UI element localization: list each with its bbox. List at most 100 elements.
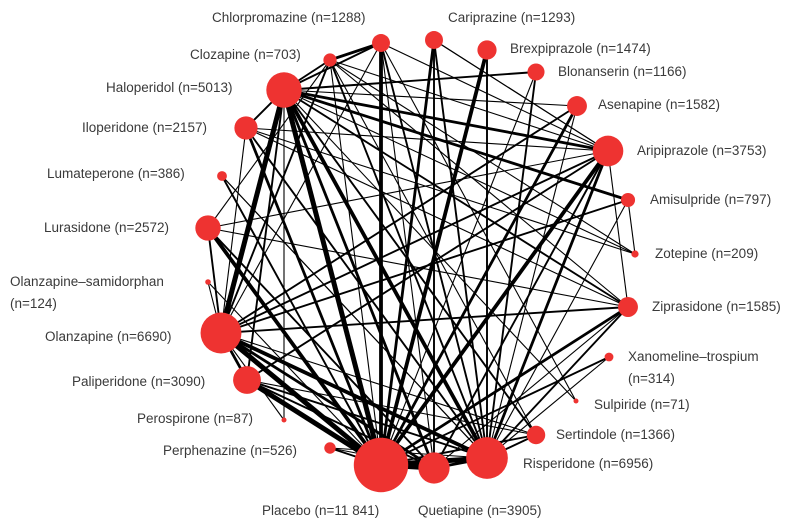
edge-olanzapine-risperidone — [220, 331, 488, 460]
edge-paliperidone-sertindole — [246, 379, 537, 436]
node-label-text: Quetiapine (n=3905) — [418, 503, 542, 518]
edge-lurasidone-clozapine — [207, 59, 331, 229]
node-label-text: Blonanserin (n=1166) — [558, 64, 687, 79]
node-label-risperidone: Risperidone (n=6956) — [523, 455, 653, 473]
node-amisulpride — [620, 192, 636, 208]
node-label-lumateperone: Lumateperone (n=386) — [47, 165, 185, 183]
edge-haloperidol-zotepine — [283, 89, 636, 255]
node-label-text: Risperidone (n=6956) — [523, 456, 654, 471]
node-label-count: (n=124) — [10, 296, 57, 311]
node-zotepine — [631, 250, 639, 258]
node-label-asenapine: Asenapine (n=1582) — [598, 96, 720, 114]
node-label-count: (n=314) — [628, 371, 675, 386]
node-label-paliperidone: Paliperidone (n=3090) — [72, 373, 205, 391]
edge-quetiapine-lurasidone — [207, 227, 435, 469]
node-label-text: Sertindole (n=1366) — [556, 427, 675, 442]
edge-risperidone-clozapine — [329, 59, 488, 459]
node-label-text: Haloperidol (n=5013) — [106, 80, 233, 95]
edge-placebo-clozapine — [329, 59, 382, 466]
edge-clozapine-ziprasidone — [329, 59, 629, 308]
edge-aripiprazole-clozapine — [329, 59, 609, 152]
node-label-sertindole: Sertindole (n=1366) — [556, 426, 675, 444]
edge-placebo-asenapine — [379, 105, 579, 466]
node-label-chlorpromazine: Chlorpromazine (n=1288) — [212, 9, 365, 27]
node-label-aripiprazole: Aripiprazole (n=3753) — [637, 142, 766, 160]
node-label-placebo: Placebo (n=11 841) — [262, 502, 379, 520]
edge-risperidone-blonanserin — [486, 71, 537, 459]
node-paliperidone — [233, 366, 261, 394]
node-aripiprazole — [592, 135, 624, 167]
edge-haloperidol-blonanserin — [283, 71, 537, 91]
node-haloperidol — [266, 72, 302, 108]
edge-aripiprazole-iloperidone — [245, 127, 609, 152]
node-label-text: Perphenazine (n=526) — [163, 443, 297, 458]
node-risperidone — [466, 437, 508, 479]
node-label-text: Zotepine (n=209) — [655, 246, 759, 261]
edge-quetiapine-aripiprazole — [433, 150, 609, 469]
node-xanomeline — [604, 352, 614, 362]
edge-aripiprazole-ziprasidone — [607, 150, 629, 308]
edge-placebo-olz_sam — [207, 281, 382, 466]
edge-haloperidol-quetiapine — [282, 89, 436, 469]
edge-haloperidol-aripiprazole — [283, 88, 609, 153]
node-label-text: Xanomeline–trospium — [628, 349, 759, 364]
node-label-text: Iloperidone (n=2157) — [82, 120, 207, 135]
node-label-amisulpride: Amisulpride (n=797) — [650, 191, 771, 209]
edge-lurasidone-ziprasidone — [207, 227, 629, 308]
node-label-text: Aripiprazole (n=3753) — [637, 143, 767, 158]
edge-olanzapine-ziprasidone — [220, 306, 629, 334]
edge-haloperidol-sulpiride — [283, 89, 577, 402]
node-label-perphenazine: Perphenazine (n=526) — [163, 442, 297, 460]
edge-risperidone-asenapine — [486, 105, 578, 459]
edge-olanzapine-clozapine — [220, 59, 331, 334]
edge-iloperidone-ziprasidone — [245, 127, 629, 308]
node-label-iloperidone: Iloperidone (n=2157) — [82, 119, 207, 137]
edge-risperidone-iloperidone — [245, 127, 488, 459]
node-iloperidone — [234, 116, 258, 140]
edge-cariprazine-aripiprazole — [433, 39, 609, 152]
node-blonanserin — [527, 63, 545, 81]
node-label-cariprazine: Cariprazine (n=1293) — [448, 9, 575, 27]
node-label-text: Sulpiride (n=71) — [594, 397, 690, 412]
edge-aripiprazole-chlorpromazine — [380, 42, 609, 152]
node-label-text: Olanzapine–samidorphan — [10, 274, 164, 289]
node-label-blonanserin: Blonanserin (n=1166) — [558, 63, 686, 81]
edge-clozapine-zotepine — [329, 59, 636, 255]
node-label-text: Lurasidone (n=2572) — [44, 220, 169, 235]
edge-haloperidol-amisulpride — [283, 88, 629, 202]
node-label-text: Placebo (n=11 841) — [262, 503, 380, 518]
edge-olanzapine-aripiprazole — [220, 150, 609, 334]
node-lumateperone — [217, 171, 227, 181]
node-label-text: Lumateperone (n=386) — [47, 166, 185, 181]
node-label-perospirone: Perospirone (n=87) — [137, 410, 253, 428]
edge-aripiprazole-lurasidone — [207, 150, 609, 229]
edge-risperidone-ziprasidone — [486, 306, 629, 459]
node-perospirone — [281, 417, 287, 423]
node-label-text: Ziprasidone (n=1585) — [652, 299, 781, 314]
node-label-ziprasidone: Ziprasidone (n=1585) — [652, 298, 781, 316]
node-label-text: Olanzapine (n=6690) — [45, 329, 172, 344]
node-label-lurasidone: Lurasidone (n=2572) — [44, 219, 169, 237]
edge-haloperidol-olanzapine — [218, 89, 287, 334]
edge-placebo-xanomeline — [380, 356, 610, 466]
node-sulpiride — [573, 398, 579, 404]
node-ziprasidone — [618, 297, 638, 317]
node-label-xanomeline: Xanomeline–trospium (n=314) — [628, 348, 759, 388]
node-label-text: Cariprazine (n=1293) — [448, 10, 576, 25]
node-label-olz_sam: Olanzapine–samidorphan (n=124) — [10, 273, 164, 313]
node-label-text: Brexpiprazole (n=1474) — [510, 41, 651, 56]
edge-risperidone-aripiprazole — [485, 150, 610, 459]
node-label-text: Clozapine (n=703) — [190, 47, 301, 62]
edge-amisulpride-zotepine — [627, 199, 636, 255]
edge-quetiapine-ziprasidone — [433, 306, 629, 469]
node-label-quetiapine: Quetiapine (n=3905) — [418, 502, 541, 520]
node-sertindole — [526, 425, 546, 445]
node-label-sulpiride: Sulpiride (n=71) — [594, 396, 690, 414]
node-clozapine — [323, 53, 337, 67]
edge-aripiprazole-paliperidone — [246, 150, 609, 381]
node-label-text: Amisulpride (n=797) — [650, 192, 772, 207]
node-label-text: Chlorpromazine (n=1288) — [212, 10, 366, 25]
node-asenapine — [567, 96, 587, 116]
